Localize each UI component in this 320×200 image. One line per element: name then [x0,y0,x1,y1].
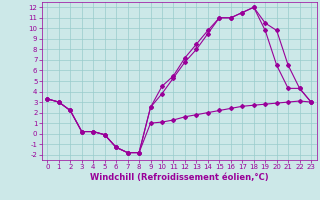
X-axis label: Windchill (Refroidissement éolien,°C): Windchill (Refroidissement éolien,°C) [90,173,268,182]
